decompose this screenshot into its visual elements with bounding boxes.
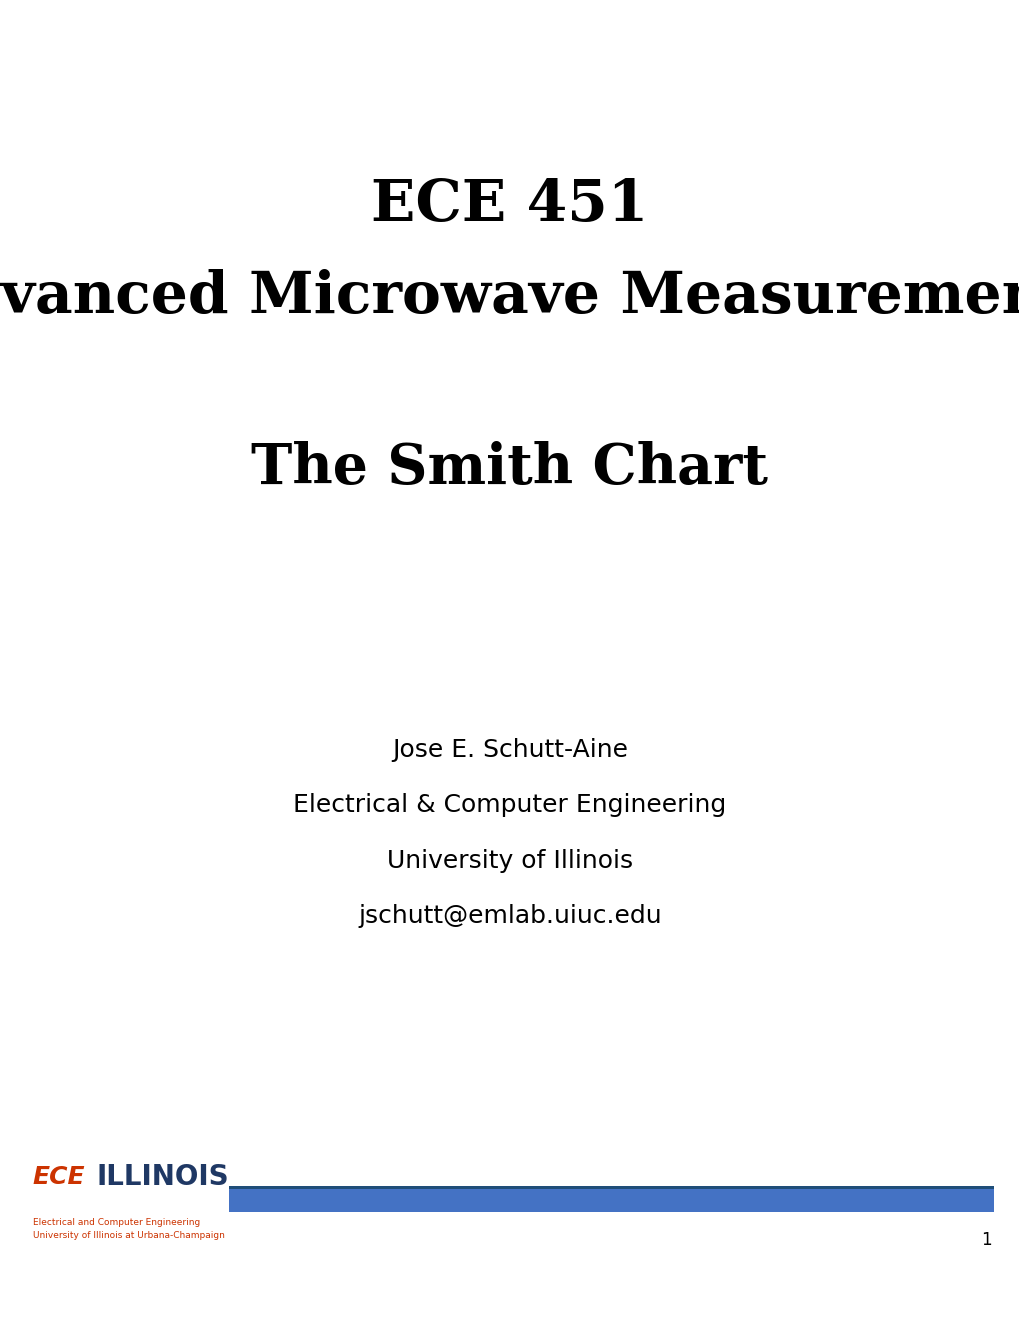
- Text: ILLINOIS: ILLINOIS: [97, 1163, 229, 1191]
- Text: University of Illinois: University of Illinois: [386, 849, 633, 873]
- Text: ECE 451 – Jose Schutt-Aine: ECE 451 – Jose Schutt-Aine: [397, 1192, 622, 1209]
- Text: jschutt@emlab.uiuc.edu: jschutt@emlab.uiuc.edu: [358, 904, 661, 928]
- Text: University of Illinois at Urbana-Champaign: University of Illinois at Urbana-Champai…: [33, 1232, 224, 1239]
- Text: Jose E. Schutt-Aine: Jose E. Schutt-Aine: [391, 738, 628, 762]
- Text: ECE 451: ECE 451: [371, 177, 648, 232]
- Text: 1: 1: [980, 1232, 990, 1249]
- Text: Electrical and Computer Engineering: Electrical and Computer Engineering: [33, 1218, 200, 1226]
- Text: The Smith Chart: The Smith Chart: [252, 441, 767, 496]
- Bar: [229, 1189, 994, 1212]
- Text: Advanced Microwave Measurements: Advanced Microwave Measurements: [0, 269, 1019, 325]
- Bar: [229, 1185, 994, 1189]
- Text: Electrical & Computer Engineering: Electrical & Computer Engineering: [293, 793, 726, 817]
- Text: ECE: ECE: [33, 1164, 86, 1189]
